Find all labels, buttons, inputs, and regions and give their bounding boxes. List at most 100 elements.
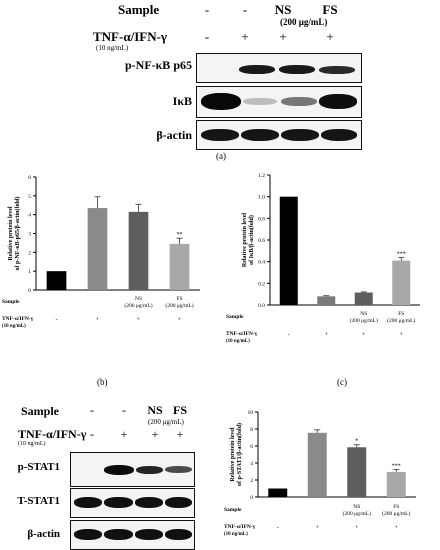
bar xyxy=(307,432,327,497)
bar xyxy=(268,488,288,497)
panel-caption-a: (a) xyxy=(216,151,226,161)
bar xyxy=(386,471,406,497)
band xyxy=(165,466,192,473)
sample-mark-d-lane4: FS xyxy=(172,403,187,417)
treat-mark-d-lane1: - xyxy=(90,427,94,441)
y-tick-label: 0 xyxy=(250,495,253,501)
band xyxy=(135,497,163,508)
sample-condition-label: FS (200 μg/mL) xyxy=(382,504,410,517)
bar xyxy=(128,211,149,290)
sample-condition-label: NS (200 μg/mL) xyxy=(124,296,152,309)
treatment-row-sub: (10 ng/mL) xyxy=(2,324,26,329)
y-axis-label: Relative protein level xyxy=(230,427,236,482)
blot-label-p-nfkb: p-NF-κB p65 xyxy=(124,58,192,72)
blot-label-beta-actin: β-actin xyxy=(156,128,192,142)
sample-condition-label: NS (200 μg/mL) xyxy=(343,504,371,517)
treatment-condition-mark: + xyxy=(395,525,399,531)
band xyxy=(74,529,102,540)
treat-mark-d-lane3: + xyxy=(151,427,159,441)
treat-mark-d-lane4: + xyxy=(176,427,184,441)
blot-strip-ikb xyxy=(196,86,362,118)
panel-caption-c: (c) xyxy=(337,377,347,387)
bar xyxy=(87,208,108,290)
sample-condition-label: FS (200 μg/mL) xyxy=(165,296,193,309)
blot-strip-beta-actin-d xyxy=(70,520,195,550)
band xyxy=(136,466,163,474)
y-tick-label: 6 xyxy=(250,444,253,450)
treatment-condition-mark: + xyxy=(96,317,100,323)
y-axis-label: Relative protein level xyxy=(242,213,248,268)
sample-row-label: Sample xyxy=(2,299,20,305)
bar xyxy=(347,447,367,497)
significance-mark: * xyxy=(355,439,358,445)
treat-mark-lane3: + xyxy=(279,29,287,44)
bar-chart-c: 0.0 0.2 0.4 0.6 0.8 1.0 1.2 Relative protein le… xyxy=(226,173,420,344)
treat-mark-lane2: + xyxy=(241,29,249,44)
treatment-row-label: TNF-α/IFN-γ xyxy=(224,524,256,530)
y-tick-label: 0 xyxy=(28,288,31,294)
band xyxy=(281,97,317,106)
y-tick-label: 6 xyxy=(28,175,31,181)
sample-mark-lane2: - xyxy=(242,2,248,17)
y-tick-label: 8 xyxy=(250,427,253,433)
bar xyxy=(354,292,373,305)
sample-mark-d-lane3: NS xyxy=(147,403,163,417)
y-tick-label: 4 xyxy=(28,213,31,219)
y-tick-label: 1.2 xyxy=(258,173,265,179)
band xyxy=(165,529,192,540)
sample-condition-label: FS (200 μg/mL) xyxy=(387,311,415,324)
treatment-conc: (10 ng/mL) xyxy=(96,44,129,52)
blot-label-t-stat1: T-STAT1 xyxy=(17,495,60,507)
band xyxy=(74,497,102,508)
bar-chart-b: 0 1 2 3 4 5 6 Relative protein level of p-NF-κB-… xyxy=(2,175,200,329)
sample-mark-lane4: FS xyxy=(322,2,338,17)
y-tick-label: 0.0 xyxy=(258,303,265,309)
sample-label: Sample xyxy=(118,2,160,17)
y-tick-label: 4 xyxy=(250,461,253,467)
y-tick-label: 0.4 xyxy=(258,260,265,266)
blot-strip-p-stat1 xyxy=(70,452,195,487)
blot-label-ikb: IκB xyxy=(172,94,192,108)
blot-strip-p-nfkb xyxy=(196,53,362,83)
significance-mark: ** xyxy=(177,232,183,238)
treatment-condition-mark: + xyxy=(178,317,182,323)
blot-label-beta-actin-d: β-actin xyxy=(27,528,60,540)
band xyxy=(135,529,163,540)
treatment-row-label: TNF-α/IFN-γ xyxy=(226,331,258,337)
y-tick-label: 1.0 xyxy=(258,195,265,201)
y-axis-label: Relative protein level xyxy=(8,206,14,261)
band xyxy=(201,129,239,141)
band xyxy=(104,529,133,540)
band xyxy=(201,93,241,110)
treatment-condition-mark: + xyxy=(362,332,366,338)
sample-row-label: Sample xyxy=(224,507,242,513)
treatment-condition-mark: - xyxy=(56,317,58,323)
bar-chart-e: 0 2 4 6 8 10 Relative protein level of p-STAT1/… xyxy=(224,410,416,537)
bar xyxy=(392,260,411,305)
y-axis-label: of IκB/β-actin(fold) xyxy=(248,215,255,265)
treatment-conc-d: (10 ng/mL) xyxy=(18,441,46,447)
bar xyxy=(279,196,298,305)
band xyxy=(319,66,355,74)
sample-label-d: Sample xyxy=(21,404,60,418)
treatment-row-label: TNF-α/IFN-γ xyxy=(2,316,34,322)
band xyxy=(279,65,315,74)
treatment-row-sub: (10 ng/mL) xyxy=(226,339,250,344)
y-axis-label: of p-NF-κB-p65/β-actin(fold) xyxy=(14,197,21,271)
sample-conc-d: (200 μg/mL) xyxy=(148,418,184,426)
band xyxy=(319,94,357,109)
treatment-condition-mark: - xyxy=(288,332,290,338)
bar xyxy=(317,296,336,305)
treatment-label-d: TNF-α/IFN-γ xyxy=(18,427,87,441)
treatment-condition-mark: + xyxy=(137,317,141,323)
treat-mark-lane4: + xyxy=(326,29,334,44)
y-tick-label: 2 xyxy=(250,478,253,484)
treatment-label: TNF-α/IFN-γ xyxy=(93,29,167,44)
bar xyxy=(46,271,67,290)
band xyxy=(241,129,279,141)
treat-mark-d-lane2: + xyxy=(120,427,128,441)
band xyxy=(104,497,133,508)
band xyxy=(321,129,357,141)
blot-label-p-stat1: p-STAT1 xyxy=(17,461,60,473)
y-tick-label: 10 xyxy=(248,410,254,416)
